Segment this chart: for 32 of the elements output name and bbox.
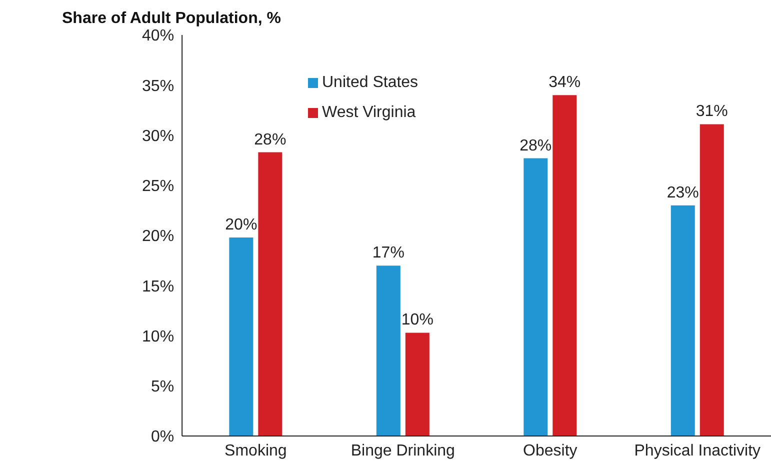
data-label: 20%: [225, 216, 258, 234]
x-tick-label: Smoking: [224, 442, 287, 460]
y-tick-label: 10%: [142, 328, 174, 346]
data-label: 10%: [401, 312, 434, 329]
data-label: 23%: [666, 184, 699, 202]
x-tick-label: Physical Inactivity: [634, 442, 761, 460]
bar: [258, 152, 282, 436]
bar: [552, 95, 577, 436]
x-tick-label: Obesity: [523, 442, 578, 460]
y-tick-label: 30%: [142, 128, 174, 145]
data-label: 31%: [696, 103, 728, 120]
y-tick-label: 0%: [150, 428, 174, 446]
chart-title: Share of Adult Population, %: [62, 10, 281, 28]
data-label: 28%: [520, 137, 552, 154]
y-tick-label: 35%: [142, 78, 174, 95]
legend-label: United States: [322, 74, 418, 91]
x-tick-label: Binge Drinking: [350, 442, 455, 460]
bar: [376, 266, 400, 436]
y-tick-label: 15%: [142, 278, 174, 296]
bar: [524, 158, 548, 436]
bar: [670, 205, 695, 436]
bar: [700, 124, 724, 436]
y-tick-label: 20%: [142, 228, 174, 246]
data-label: 34%: [548, 74, 581, 92]
y-tick-label: 5%: [150, 378, 174, 396]
y-tick-label: 40%: [142, 28, 174, 45]
y-tick-label: 25%: [142, 178, 174, 196]
legend-label: West Virginia: [322, 104, 416, 121]
data-label: 28%: [254, 131, 286, 148]
bar: [229, 238, 254, 436]
data-label: 17%: [372, 244, 404, 262]
bar: [405, 332, 430, 436]
